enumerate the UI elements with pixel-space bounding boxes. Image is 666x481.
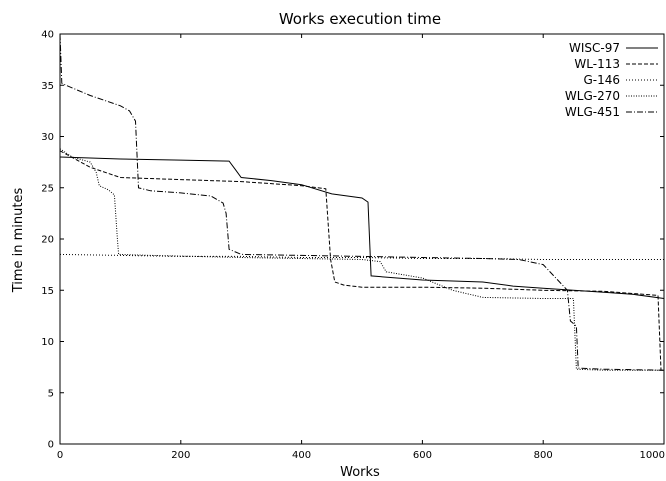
x-tick-label: 800 <box>534 450 553 461</box>
y-axis-label: Time in minutes <box>11 188 26 294</box>
x-axis-ticks: 0 200 400 600 800 1000 <box>57 34 665 461</box>
x-tick-label: 0 <box>57 450 63 461</box>
series-line-wl-113 <box>59 150 664 371</box>
legend-label: WLG-451 <box>565 105 620 119</box>
y-tick-label: 10 <box>41 337 54 348</box>
y-tick-label: 40 <box>41 30 54 41</box>
y-tick-label: 25 <box>41 183 54 194</box>
legend-label: WLG-270 <box>565 89 620 103</box>
x-tick-label: 400 <box>292 450 311 461</box>
y-tick-label: 15 <box>41 286 54 297</box>
legend-label: G-146 <box>583 73 620 87</box>
x-tick-label: 600 <box>413 450 432 461</box>
y-tick-label: 30 <box>41 132 54 143</box>
y-tick-label: 0 <box>48 440 54 451</box>
legend-label: WISC-97 <box>569 41 620 55</box>
y-tick-label: 20 <box>41 235 54 246</box>
series-line-wlg-270 <box>59 148 664 371</box>
x-tick-label: 1000 <box>640 450 665 461</box>
legend-label: WL-113 <box>574 57 620 71</box>
x-axis-label: Works <box>340 465 380 480</box>
series-line-wisc-97 <box>59 156 665 299</box>
legend: WISC-97 WL-113 G-146 WLG-270 WLG-451 <box>565 41 658 119</box>
x-tick-label: 200 <box>171 450 190 461</box>
series-lines <box>59 33 665 371</box>
y-tick-label: 5 <box>48 388 54 399</box>
y-axis-ticks: 0 5 10 15 20 25 30 35 40 <box>41 30 664 451</box>
chart-title: Works execution time <box>279 10 441 28</box>
series-line-wlg-451 <box>59 33 665 371</box>
y-tick-label: 35 <box>41 81 54 92</box>
